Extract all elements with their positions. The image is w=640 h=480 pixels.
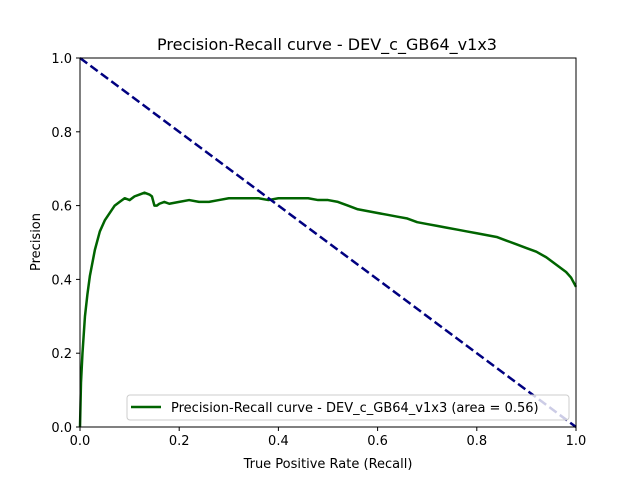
y-tick-label: 0.8	[51, 126, 72, 141]
x-tick-label: 0.0	[70, 434, 91, 449]
plot-lines	[78, 56, 578, 429]
plot-frame	[79, 57, 577, 428]
x-tick-label: 0.8	[466, 434, 487, 449]
chart-title: Precision-Recall curve - DEV_c_GB64_v1x3	[157, 35, 497, 55]
y-tick-label: 0.0	[51, 421, 72, 436]
x-tick-label: 0.4	[268, 434, 289, 449]
y-axis-label: Precision	[29, 213, 44, 271]
pr-curve-line	[78, 191, 578, 428]
x-tick-label: 0.2	[169, 434, 190, 449]
x-tick-label: 0.6	[367, 434, 388, 449]
y-tick-label: 1.0	[51, 52, 72, 67]
x-tick-label: 1.0	[566, 434, 587, 449]
x-axis-label: True Positive Rate (Recall)	[243, 457, 413, 472]
legend-entry-pr-curve: Precision-Recall curve - DEV_c_GB64_v1x3…	[171, 401, 539, 416]
diagonal-reference-line	[79, 56, 577, 429]
y-tick-label: 0.4	[51, 273, 72, 288]
y-tick-label: 0.6	[51, 200, 72, 215]
legend: Precision-Recall curve - DEV_c_GB64_v1x3…	[126, 394, 570, 421]
x-axis-ticks: 0.0 0.2 0.4 0.6 0.8 1.0	[70, 427, 587, 449]
y-axis-ticks: 0.0 0.2 0.4 0.6 0.8 1.0	[51, 52, 80, 436]
y-tick-label: 0.2	[51, 347, 72, 362]
legend-box	[126, 394, 570, 421]
